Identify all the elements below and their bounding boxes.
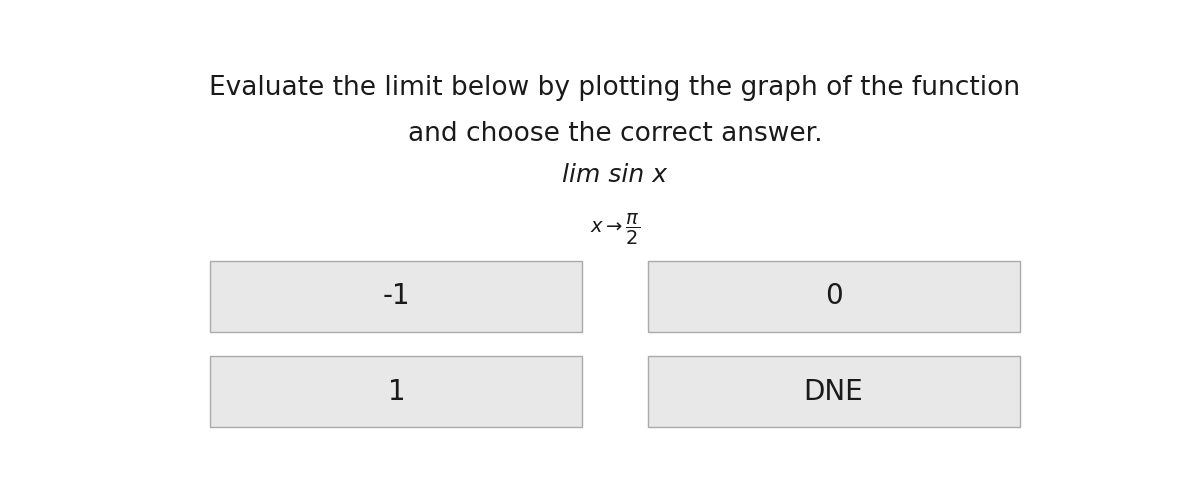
Text: Evaluate the limit below by plotting the graph of the function: Evaluate the limit below by plotting the… — [210, 75, 1020, 101]
Text: 0: 0 — [824, 282, 842, 310]
Text: and choose the correct answer.: and choose the correct answer. — [408, 121, 822, 147]
Text: 1: 1 — [388, 378, 406, 406]
FancyBboxPatch shape — [648, 357, 1020, 427]
FancyBboxPatch shape — [648, 261, 1020, 332]
Text: -1: -1 — [383, 282, 410, 310]
Text: lim sin x: lim sin x — [563, 163, 667, 186]
Text: DNE: DNE — [804, 378, 864, 406]
FancyBboxPatch shape — [210, 261, 582, 332]
FancyBboxPatch shape — [210, 357, 582, 427]
Text: $x \to \dfrac{\pi}{2}$: $x \to \dfrac{\pi}{2}$ — [590, 212, 640, 248]
